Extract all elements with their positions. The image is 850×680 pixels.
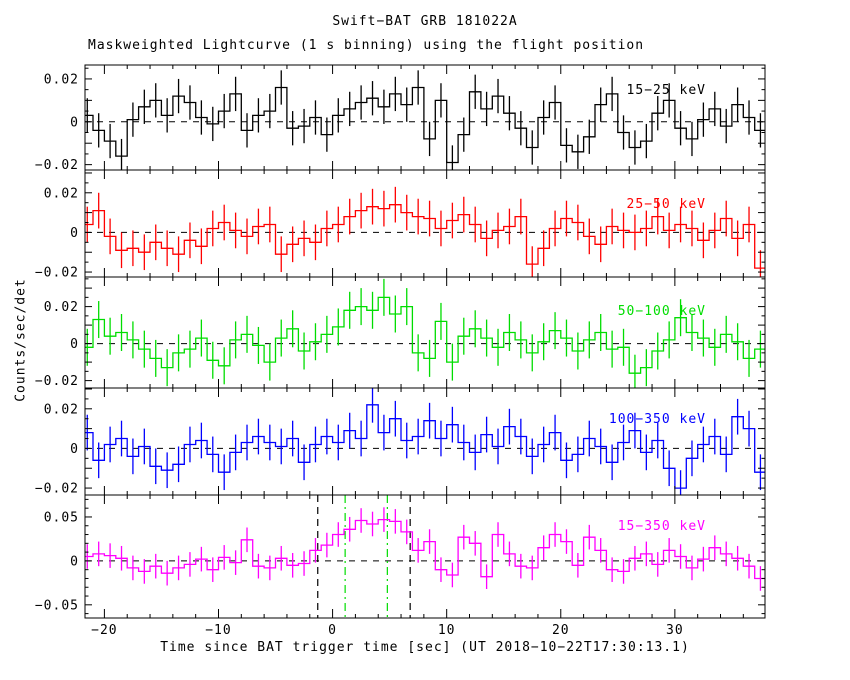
plot-title: Swift−BAT GRB 181022A <box>332 14 518 29</box>
plot-subtitle: Maskweighted Lightcurve (1 s binning) us… <box>88 38 645 53</box>
x-tick-label: 30 <box>666 623 684 638</box>
panel-15-25-keV <box>85 70 765 170</box>
x-tick-label: −10 <box>205 623 231 638</box>
y-tick-label: 0 <box>70 442 79 457</box>
y-tick-label: 0 <box>70 554 79 569</box>
panel-15-350-keV <box>85 495 765 618</box>
x-tick-label: −20 <box>91 623 117 638</box>
y-tick-label: 0 <box>70 337 79 352</box>
y-tick-label: −0.05 <box>35 598 79 613</box>
panel-100-350-keV <box>85 388 765 495</box>
y-tick-label: −0.02 <box>35 266 79 281</box>
y-tick-label: 0 <box>70 115 79 130</box>
y-tick-label: −0.02 <box>35 374 79 389</box>
x-tick-label: 0 <box>328 623 337 638</box>
y-tick-label: 0.05 <box>44 510 79 525</box>
x-tick-label: 20 <box>552 623 570 638</box>
y-tick-label: −0.02 <box>35 482 79 497</box>
panel-label-100-350-kev: 100−350 keV <box>608 412 706 427</box>
y-tick-label: −0.02 <box>35 158 79 173</box>
y-tick-label: 0 <box>70 226 79 241</box>
y-tick-label: 0.02 <box>44 402 79 417</box>
panel-label-50-100-kev: 50−100 keV <box>617 304 706 319</box>
panel-50-100-keV <box>85 278 765 388</box>
panel-label-15-350-kev: 15−350 keV <box>617 519 706 534</box>
panel-label-25-50-kev: 25−50 keV <box>626 197 706 212</box>
y-tick-label: 0.02 <box>44 72 79 87</box>
panel-25-50-keV <box>85 186 765 277</box>
panel-label-15-25-kev: 15−25 keV <box>626 83 706 98</box>
y-tick-label: 0.02 <box>44 300 79 315</box>
y-tick-label: 0.02 <box>44 186 79 201</box>
x-axis-label: Time since BAT trigger time [sec] (UT 20… <box>160 640 690 655</box>
x-tick-label: 10 <box>438 623 456 638</box>
